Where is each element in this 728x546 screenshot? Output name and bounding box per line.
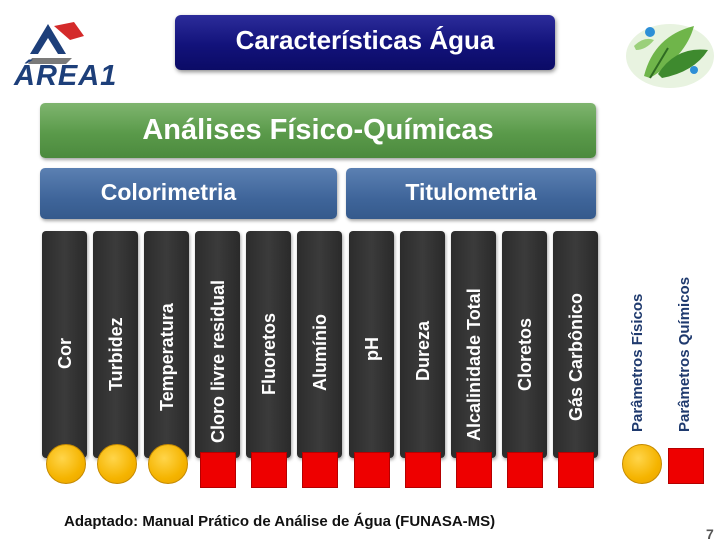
group-titulometria: Titulometria	[346, 168, 596, 219]
fisico-marker	[148, 444, 188, 484]
group-label: Colorimetria	[100, 179, 237, 205]
parameter-label: Cor	[54, 338, 75, 369]
page-number: 7	[706, 526, 714, 542]
quimico-marker	[200, 452, 236, 488]
logo-text: ÁREA1	[14, 60, 118, 92]
quimico-marker	[507, 452, 543, 488]
parameter-column: Gás Carbônico	[553, 231, 598, 458]
parameter-label: Fluoretos	[258, 312, 279, 395]
legend-quimico-label: Parâmetros Químicos	[676, 276, 693, 432]
parameter-label: Dureza	[412, 320, 433, 381]
parameter-label: Cloretos	[514, 317, 535, 391]
parameter-column: Temperatura	[144, 231, 189, 458]
category-bar: Análises Físico-Químicas	[40, 103, 596, 158]
fisico-marker	[97, 444, 137, 484]
parameter-label: Cloro livre residual	[207, 279, 228, 443]
legend-quimico-marker	[668, 448, 704, 484]
legend-fisico-marker	[622, 444, 662, 484]
area1-logo	[28, 22, 84, 64]
parameter-label: Alumínio	[309, 314, 330, 391]
parameter-column: Dureza	[400, 231, 445, 458]
category-label: Análises Físico-Químicas	[142, 114, 494, 146]
parameter-label: Temperatura	[156, 303, 177, 411]
source-citation: Adaptado: Manual Prático de Análise de Á…	[64, 513, 496, 530]
group-label: Titulometria	[405, 179, 537, 205]
quimico-marker	[405, 452, 441, 488]
quimico-marker	[558, 452, 594, 488]
legend-fisico-label: Parâmetros Físicos	[629, 293, 646, 432]
parameter-column: Cor	[42, 231, 87, 458]
page-title: Características Água	[235, 25, 495, 55]
parameter-label: Gás Carbônico	[565, 292, 586, 421]
parameter-label: pH	[361, 337, 382, 361]
quimico-marker	[354, 452, 390, 488]
quimico-marker	[251, 452, 287, 488]
parameter-label: Alcalinidade Total	[463, 288, 484, 441]
parameter-column: Alumínio	[297, 231, 342, 458]
parameter-column: pH	[349, 231, 394, 458]
parameter-column: Fluoretos	[246, 231, 291, 458]
fisico-marker	[46, 444, 86, 484]
group-colorimetria: Colorimetria	[40, 168, 337, 219]
parameter-column: Cloretos	[502, 231, 547, 458]
parameter-column: Cloro livre residual	[195, 231, 240, 458]
quimico-marker	[302, 452, 338, 488]
parameter-label: Turbidez	[105, 317, 126, 391]
parameter-column: Alcalinidade Total	[451, 231, 496, 458]
parameter-column: Turbidez	[93, 231, 138, 458]
quimico-marker	[456, 452, 492, 488]
plant-leaf-illustration	[626, 24, 714, 88]
title-banner: Características Água	[175, 15, 555, 70]
